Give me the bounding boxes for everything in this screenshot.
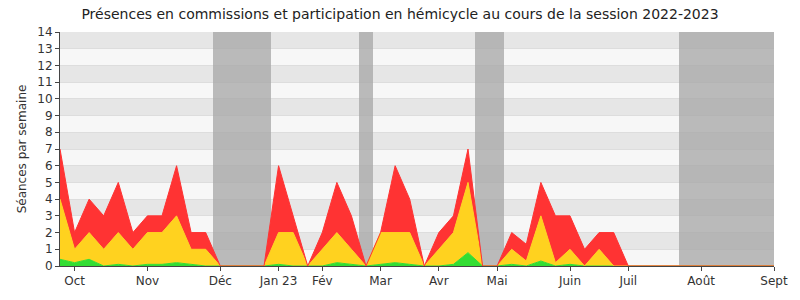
svg-text:13: 13: [37, 42, 52, 56]
svg-text:Sept: Sept: [760, 274, 788, 288]
svg-text:6: 6: [45, 159, 53, 173]
svg-text:9: 9: [45, 109, 53, 123]
svg-text:Jan 23: Jan 23: [259, 274, 298, 288]
svg-text:Mai: Mai: [487, 274, 508, 288]
svg-text:5: 5: [45, 176, 53, 190]
svg-text:Séances par semaine: Séances par semaine: [15, 85, 29, 214]
svg-text:Avr: Avr: [429, 274, 449, 288]
svg-text:7: 7: [45, 142, 53, 156]
svg-text:Mar: Mar: [369, 274, 392, 288]
svg-text:1: 1: [45, 242, 53, 256]
svg-text:12: 12: [37, 59, 52, 73]
svg-text:3: 3: [45, 209, 53, 223]
svg-text:2: 2: [45, 226, 53, 240]
svg-text:4: 4: [45, 192, 53, 206]
svg-text:Oct: Oct: [64, 274, 85, 288]
svg-text:14: 14: [37, 25, 52, 39]
svg-text:Juin: Juin: [558, 274, 581, 288]
svg-text:0: 0: [45, 259, 53, 273]
svg-text:Nov: Nov: [136, 274, 159, 288]
svg-text:Fév: Fév: [312, 274, 333, 288]
svg-text:Présences en commissions et pa: Présences en commissions et participatio…: [81, 6, 718, 22]
svg-text:8: 8: [45, 125, 53, 139]
svg-text:Juil: Juil: [618, 274, 637, 288]
svg-text:10: 10: [37, 92, 52, 106]
svg-text:Déc: Déc: [209, 274, 232, 288]
svg-text:Août: Août: [687, 274, 715, 288]
svg-text:11: 11: [37, 75, 52, 89]
